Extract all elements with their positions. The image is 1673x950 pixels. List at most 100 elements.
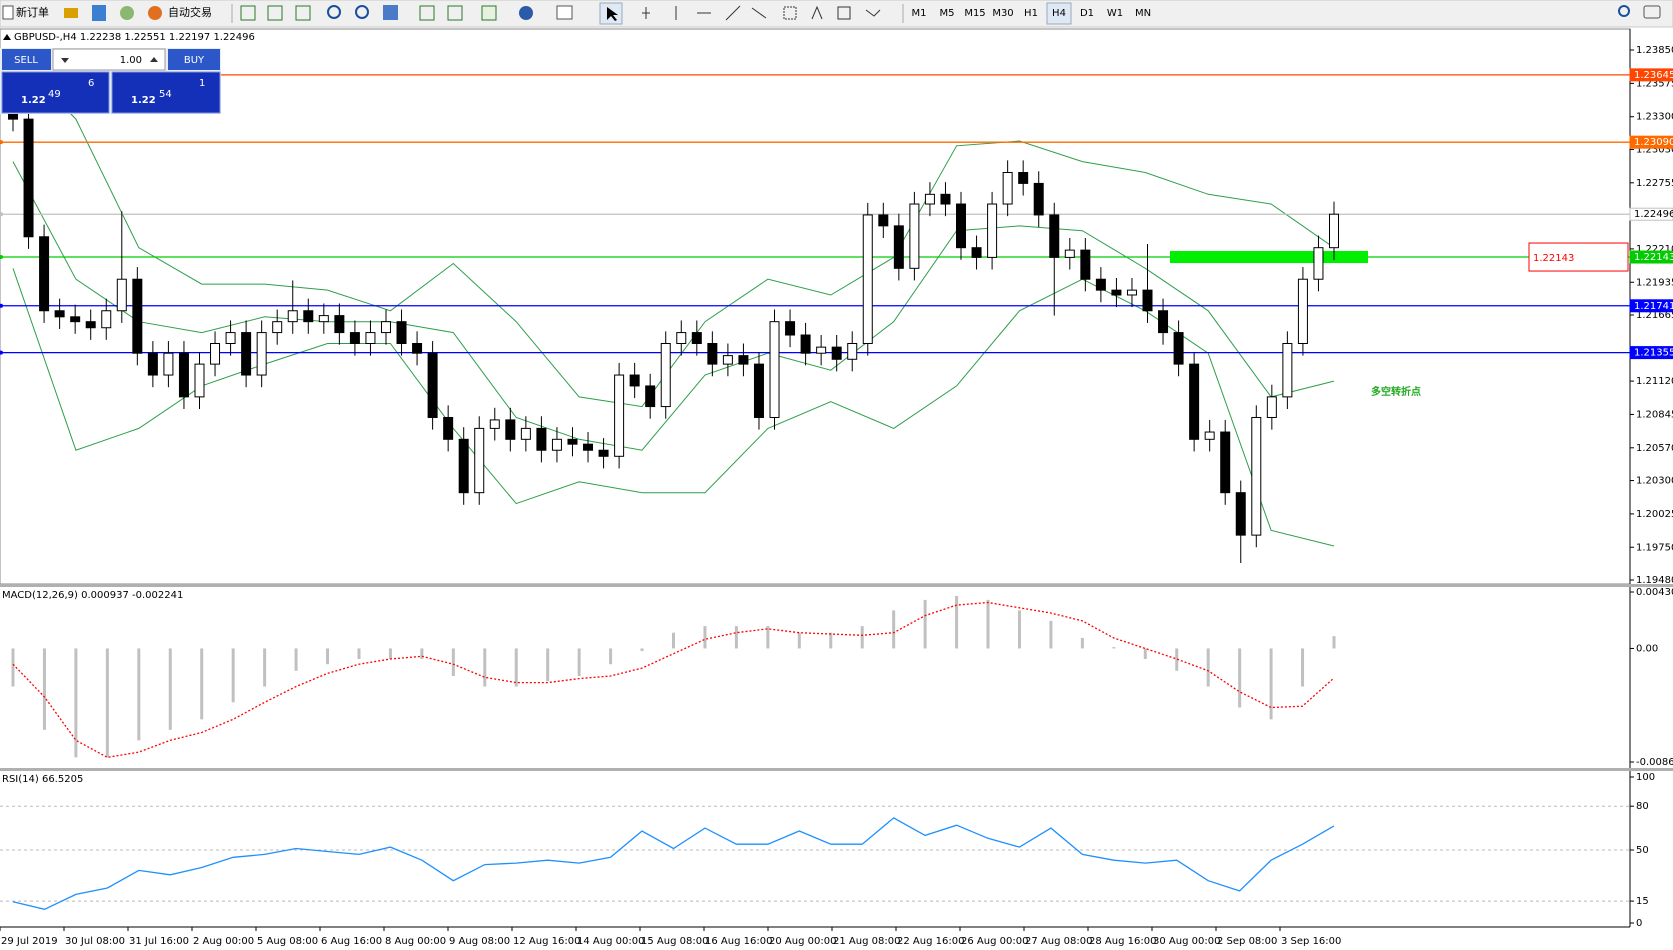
timeframe-button[interactable]: M1 [912, 8, 927, 19]
candle-body [70, 316, 81, 323]
macd-bar [1238, 648, 1242, 708]
macd-signal [12, 601, 1335, 759]
y-tick-label: 1.20300 [1636, 476, 1673, 487]
sell-price-small[interactable]: 6 [88, 78, 94, 89]
buy-label[interactable]: BUY [184, 55, 205, 66]
candle-body [318, 315, 329, 323]
candle-body [800, 334, 811, 354]
candle-body [54, 310, 65, 318]
icon [295, 5, 311, 21]
y-tick-label: 1.22755 [1636, 178, 1673, 189]
level-tag-label: 1.21741 [1634, 301, 1673, 312]
icon [240, 5, 256, 21]
x-tick-label: 14 Aug 00:00 [577, 936, 644, 947]
spin-up[interactable] [150, 57, 158, 62]
macd-title: MACD(12,26,9) 0.000937 -0.002241 [2, 590, 183, 601]
sell-price-big[interactable]: 1.22 [21, 95, 46, 106]
candle-body [769, 321, 780, 418]
macd-bar [483, 648, 487, 687]
level-callout: 1.22143 [1533, 253, 1574, 264]
candle-body [1251, 416, 1262, 536]
candle-body [474, 427, 485, 494]
candle-body [458, 438, 469, 494]
macd-bar [703, 626, 707, 649]
collapse-icon[interactable] [3, 34, 11, 40]
lot-spinner[interactable] [52, 48, 166, 71]
x-tick-label: 12 Aug 16:00 [513, 936, 580, 947]
buy-price-box[interactable] [111, 71, 221, 114]
icon [267, 5, 283, 21]
timeframe-button[interactable]: M30 [992, 8, 1013, 19]
x-tick-label: 8 Aug 00:00 [385, 936, 446, 947]
candle-body [427, 352, 438, 418]
timeframe-button[interactable]: MN [1135, 8, 1151, 19]
timeframe-button[interactable]: W1 [1107, 8, 1123, 19]
rsi-line [12, 817, 1335, 910]
spin-down[interactable] [61, 58, 69, 63]
auto-trading[interactable]: 自动交易 [168, 5, 212, 19]
buy-price-big[interactable]: 1.22 [131, 95, 156, 106]
macd-bar [514, 648, 518, 687]
sell-price-box[interactable] [1, 71, 110, 114]
bollinger-upper [12, 54, 1335, 408]
chat-icon[interactable] [1643, 5, 1661, 19]
candle-body [380, 321, 391, 334]
candle-body [645, 385, 656, 408]
level-anchor [0, 303, 3, 308]
buy-price-small[interactable]: 1 [199, 78, 205, 89]
sell-price-main[interactable]: 49 [48, 89, 61, 100]
macd-bar [168, 648, 172, 730]
main-plot [0, 28, 1631, 585]
candle-body [396, 321, 407, 345]
icon [2, 5, 14, 20]
icon [607, 7, 618, 21]
bollinger-middle [12, 161, 1335, 451]
candle-body [1329, 213, 1339, 249]
y-tick-label: 0.004301 [1636, 587, 1673, 598]
y-tick-label: 15 [1636, 896, 1649, 907]
candle-body [940, 193, 951, 205]
timeframe-button[interactable]: H4 [1052, 8, 1066, 19]
macd-bar [577, 648, 581, 677]
timeframe-button[interactable]: D1 [1080, 8, 1094, 19]
macd-bar [326, 648, 330, 665]
candle-body [178, 352, 189, 398]
y-tick-label: 50 [1636, 845, 1649, 856]
candle-body [1313, 247, 1324, 280]
candle-body [598, 449, 609, 457]
new-order[interactable]: 新订单 [16, 5, 49, 19]
timeframe-button[interactable]: M5 [940, 8, 955, 19]
icon [811, 5, 823, 20]
lot-size[interactable]: 1.00 [120, 55, 142, 66]
macd-bar [923, 599, 927, 649]
macd-bar [74, 648, 78, 758]
macd-bar [797, 632, 801, 649]
level-tag-label: 1.22143 [1634, 252, 1673, 263]
macd-bar [388, 648, 392, 659]
buy-button[interactable] [168, 49, 220, 70]
search-icon[interactable] [1618, 5, 1630, 17]
icon [865, 9, 881, 17]
level-tag [1629, 135, 1673, 149]
buy-price-main[interactable]: 54 [159, 89, 172, 100]
candle-body [753, 363, 764, 418]
candle-body [349, 332, 360, 345]
sell-label[interactable]: SELL [14, 55, 38, 66]
x-tick-label: 5 Aug 08:00 [257, 936, 318, 947]
chart-title: GBPUSD-,H4 1.22238 1.22551 1.22197 1.224… [14, 32, 255, 43]
timeframe-button[interactable]: M15 [964, 8, 985, 19]
candle-body [39, 236, 50, 312]
candle-body [660, 343, 671, 408]
level-anchor [0, 140, 3, 145]
macd-bar [1269, 648, 1273, 720]
timeframe-button[interactable]: H1 [1024, 8, 1038, 19]
icon [481, 5, 497, 21]
candle-body [847, 343, 858, 360]
candle-body [893, 225, 904, 269]
y-tick-label: 1.20845 [1636, 409, 1673, 420]
candle-body [1049, 214, 1060, 258]
sell-button[interactable] [2, 49, 51, 70]
level-callout-box [1528, 242, 1629, 272]
macd-bar [1112, 647, 1116, 649]
candle-body [629, 374, 640, 387]
